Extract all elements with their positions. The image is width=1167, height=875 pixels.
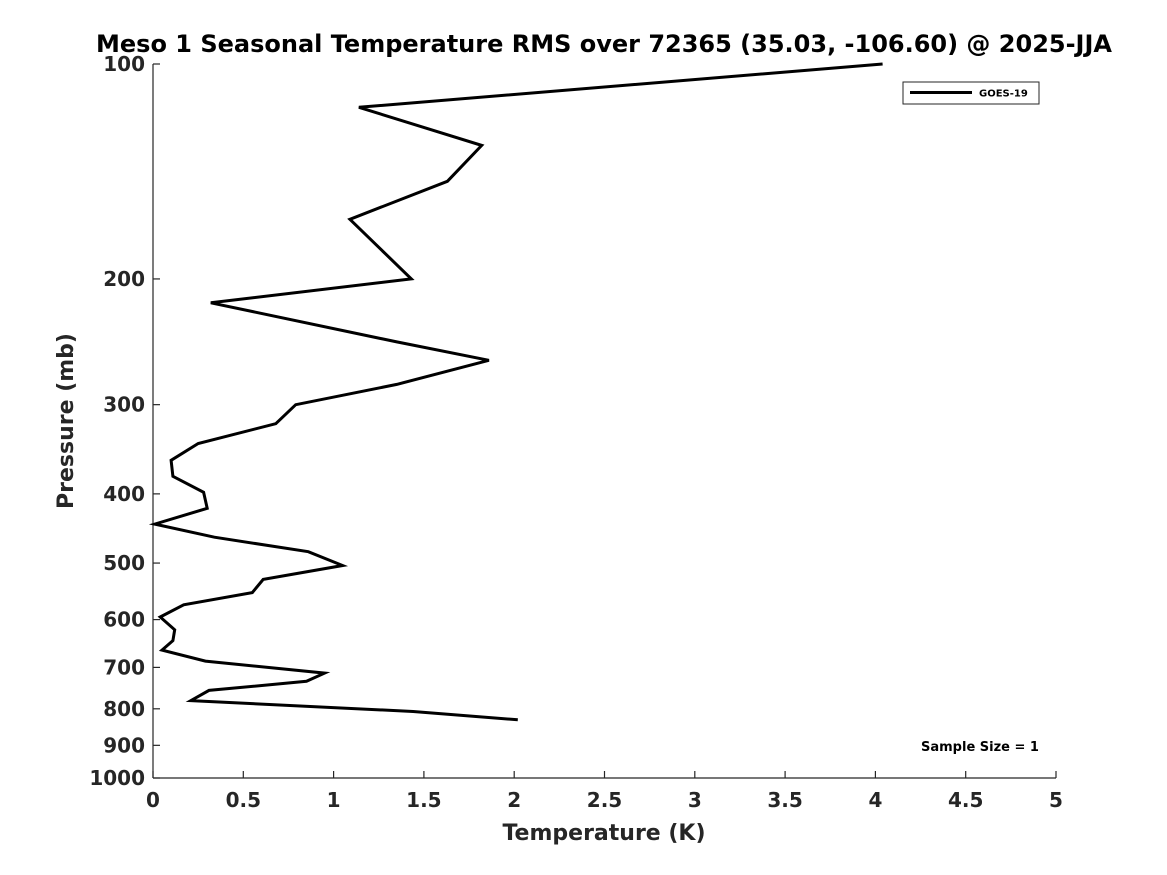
x-ticks: 0 0.5 1 1.5 2 2.5 3 3.5 4 4.5 5 [146,771,1063,812]
y-tick-label: 900 [103,733,145,757]
legend: GOES-19 [902,81,1040,105]
series-line-goes-19 [148,62,883,722]
y-tick-label: 700 [103,655,145,679]
x-tick-label: 2 [507,788,521,812]
y-tick-label: 300 [103,393,145,417]
y-axis-label: Pressure (mb) [54,333,79,509]
x-tick-label: 5 [1049,788,1063,812]
x-tick-label: 4 [868,788,882,812]
x-tick-label: 1.5 [406,788,441,812]
y-tick-label: 600 [103,608,145,632]
chart-title: Meso 1 Seasonal Temperature RMS over 723… [96,30,1112,58]
y-tick-label: 100 [103,52,145,76]
x-tick-label: 1 [327,788,341,812]
x-tick-label: 0 [146,788,160,812]
y-tick-label: 1000 [89,766,145,790]
series-layer [148,62,883,722]
x-tick-label: 2.5 [587,788,622,812]
y-tick-label: 800 [103,697,145,721]
legend-label-goes-19: GOES-19 [979,89,1028,100]
y-tick-label: 500 [103,551,145,575]
y-ticks: 100 200 300 400 500 600 700 800 900 1000 [89,52,160,790]
x-axis-label: Temperature (K) [502,821,705,846]
x-tick-label: 4.5 [948,788,983,812]
x-tick-label: 3.5 [767,788,802,812]
sample-size-annotation: Sample Size = 1 [921,740,1039,755]
y-tick-label: 400 [103,482,145,506]
x-tick-label: 3 [688,788,702,812]
x-tick-label: 0.5 [226,788,261,812]
y-tick-label: 200 [103,267,145,291]
